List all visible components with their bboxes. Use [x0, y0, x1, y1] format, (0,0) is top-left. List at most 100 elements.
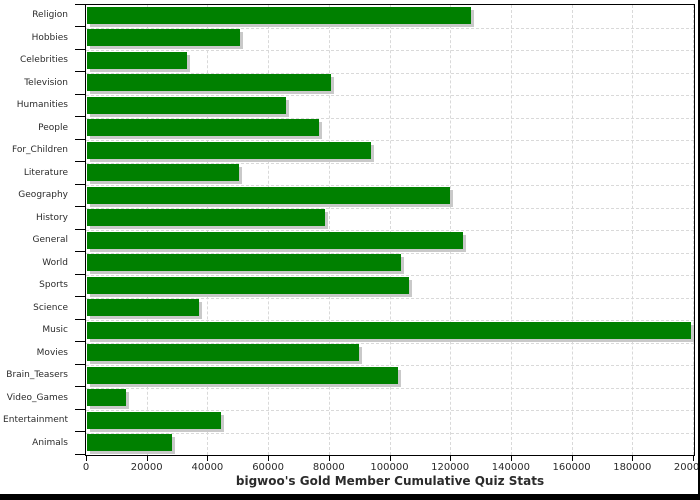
- bar-religion: [87, 6, 471, 24]
- gridline-horizontal: [86, 72, 694, 74]
- x-tick-label: 0: [82, 462, 90, 473]
- plot-area: [85, 4, 695, 456]
- y-axis-label: Celebrities: [19, 55, 68, 65]
- bar-celebrities: [87, 51, 188, 69]
- y-axis-labels: Religion Hobbies Celebrities Television Huma…: [0, 4, 75, 454]
- chart-title: bigwoo's Gold Member Cumulative Quiz Sta…: [235, 474, 545, 488]
- gridline-horizontal: [86, 27, 694, 29]
- gridline-horizontal: [86, 387, 694, 389]
- y-tick: [75, 48, 85, 50]
- y-axis-label: Religion: [32, 10, 68, 20]
- y-tick: [75, 273, 85, 275]
- y-axis-label: People: [38, 122, 68, 133]
- bar-geography: [87, 186, 450, 204]
- y-tick: [75, 161, 85, 162]
- y-tick: [75, 296, 85, 297]
- x-tick: [450, 456, 452, 461]
- bottom-edge-bar: [0, 494, 700, 500]
- bar-movies: [87, 344, 359, 361]
- bar-world: [87, 254, 402, 271]
- x-tick-label: 200000: [673, 462, 700, 473]
- bar-hobbies: [87, 29, 241, 46]
- y-axis-label: Geography: [18, 190, 68, 200]
- y-axis-label: History: [35, 212, 68, 223]
- x-tick: [86, 456, 87, 461]
- gridline-horizontal: [86, 117, 694, 119]
- y-axis-label: Literature: [23, 167, 68, 178]
- y-tick: [75, 363, 85, 365]
- y-axis-label: Sports: [39, 280, 68, 290]
- y-axis-label: Music: [42, 325, 68, 335]
- gridline-horizontal: [86, 410, 694, 411]
- right-edge-bar: [698, 0, 700, 500]
- x-tick-label: 100000: [370, 462, 409, 473]
- gridline-horizontal: [86, 252, 694, 254]
- y-tick: [75, 453, 85, 455]
- y-axis-label: For_Children: [11, 145, 68, 155]
- bar-literature: [87, 164, 239, 181]
- bar-humanities: [87, 96, 286, 114]
- y-axis-label: Animals: [32, 437, 68, 448]
- y-axis-label: Brain_Teasers: [6, 370, 68, 380]
- gridline-horizontal: [86, 95, 694, 96]
- gridline-horizontal: [86, 140, 694, 141]
- bar-history: [87, 209, 326, 226]
- y-tick: [75, 3, 85, 5]
- gridline-horizontal: [86, 275, 694, 276]
- y-tick: [75, 93, 85, 95]
- bar-sports: [87, 276, 409, 294]
- bar-science: [87, 299, 200, 316]
- y-tick: [75, 116, 85, 117]
- bar-video_games: [87, 389, 127, 406]
- x-tick: [328, 456, 330, 461]
- y-axis-label: Television: [24, 77, 68, 88]
- y-tick: [75, 183, 85, 185]
- x-tick: [207, 456, 209, 461]
- gridline-horizontal: [86, 185, 694, 186]
- gridline-horizontal: [86, 365, 694, 366]
- y-axis-label: Video_Games: [6, 392, 68, 403]
- bar-brain_teasers: [87, 366, 399, 384]
- x-tick-label: 20000: [130, 462, 163, 473]
- x-tick-label: 60000: [252, 462, 284, 473]
- y-tick: [75, 138, 85, 140]
- y-tick: [75, 206, 85, 207]
- y-axis-label: Science: [33, 302, 68, 313]
- x-tick: [146, 456, 148, 461]
- gridline-horizontal: [86, 230, 694, 231]
- gridline-horizontal: [86, 297, 694, 299]
- x-tick: [571, 456, 573, 461]
- y-axis-label: Humanities: [16, 100, 68, 110]
- bar-for_children: [87, 141, 371, 159]
- x-tick: [389, 456, 391, 461]
- bar-people: [87, 119, 320, 136]
- x-tick: [268, 456, 270, 461]
- x-tick: [510, 456, 512, 461]
- gridline-horizontal: [86, 342, 694, 344]
- x-tick-label: 180000: [613, 462, 652, 473]
- y-tick: [75, 408, 85, 410]
- y-tick: [75, 318, 85, 320]
- y-axis-label: Entertainment: [3, 415, 68, 425]
- y-axis-label: Hobbies: [31, 32, 68, 43]
- x-tick-label: 140000: [491, 462, 530, 473]
- x-tick-label: 160000: [552, 462, 591, 473]
- y-tick: [75, 251, 85, 252]
- y-axis-label: General: [32, 235, 68, 245]
- x-tick-label: 80000: [312, 462, 345, 473]
- x-tick-label: 40000: [191, 462, 224, 473]
- y-tick: [75, 71, 85, 72]
- bar-music: [87, 321, 691, 339]
- y-axis-label: World: [42, 257, 68, 268]
- gridline-horizontal: [86, 50, 694, 51]
- bar-general: [87, 231, 464, 249]
- gridline-horizontal: [86, 162, 694, 164]
- y-tick: [75, 26, 85, 27]
- x-tick-label: 120000: [431, 462, 470, 473]
- gridline-horizontal: [86, 320, 694, 321]
- bar-animals: [87, 434, 172, 451]
- x-tick: [693, 456, 694, 461]
- y-tick: [75, 341, 85, 342]
- y-tick: [75, 431, 85, 432]
